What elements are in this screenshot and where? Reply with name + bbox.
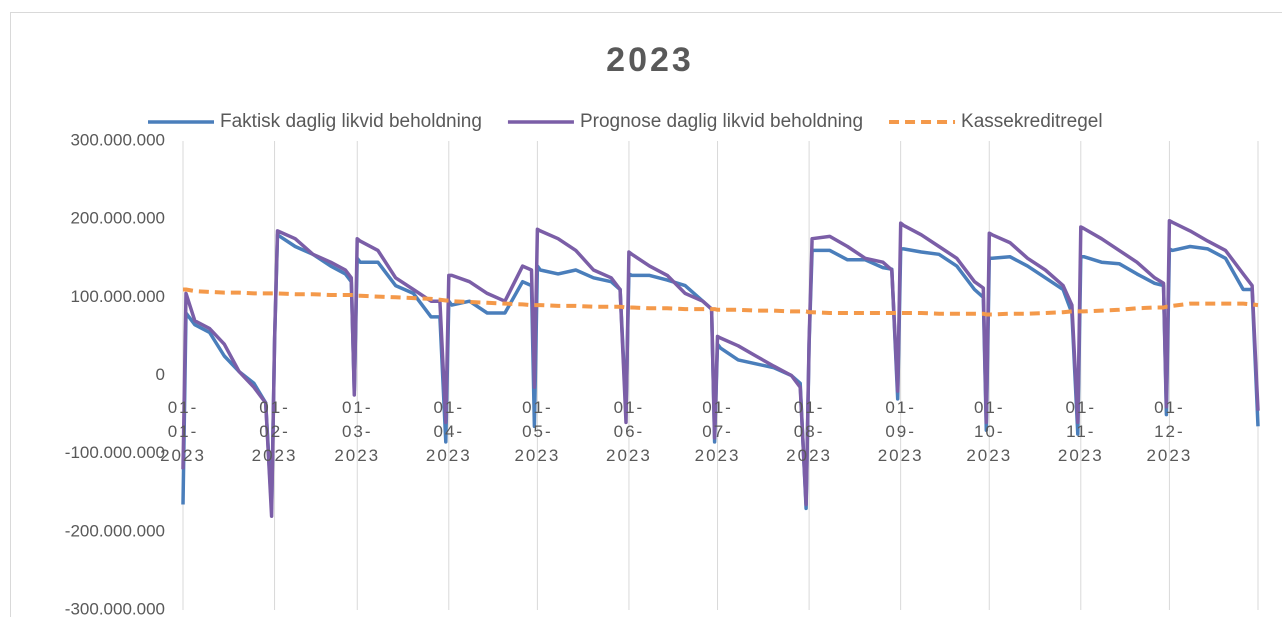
y-tick-label: 0 [156, 365, 165, 384]
chart-frame [10, 12, 1282, 617]
legend-label: Kassekreditregel [961, 111, 1103, 132]
y-tick-label: -100.000.000 [65, 443, 165, 462]
x-tick-label: 01-02-2023 [251, 397, 298, 465]
x-tick-label: 01-04-2023 [425, 397, 472, 465]
y-tick-label: 300.000.000 [70, 130, 165, 149]
x-tick-label: 01-10-2023 [966, 397, 1013, 465]
series-line [183, 287, 1259, 317]
x-tick-label: 01-07-2023 [694, 397, 741, 465]
x-tick-label: 01-11-2023 [1057, 397, 1104, 465]
chart-title: 2023 [606, 41, 694, 79]
legend-label: Prognose daglig likvid beholdning [580, 111, 863, 132]
x-tick-label: 01-12-2023 [1146, 397, 1193, 465]
y-tick-label: -200.000.000 [65, 521, 165, 540]
y-tick-label: -300.000.000 [65, 599, 165, 617]
y-tick-label: 100.000.000 [70, 287, 165, 306]
y-tick-label: 200.000.000 [70, 209, 165, 228]
legend-label: Faktisk daglig likvid beholdning [220, 111, 482, 132]
x-tick-label: 01-01-2023 [160, 397, 206, 465]
x-tick-label: 01-08-2023 [786, 397, 832, 465]
x-tick-label: 01-05-2023 [514, 397, 561, 465]
x-tick-label: 01-06-2023 [606, 397, 652, 465]
x-tick-label: 01-09-2023 [877, 397, 924, 465]
series-line [181, 218, 1260, 518]
x-tick-label: 01-03-2023 [334, 397, 381, 465]
